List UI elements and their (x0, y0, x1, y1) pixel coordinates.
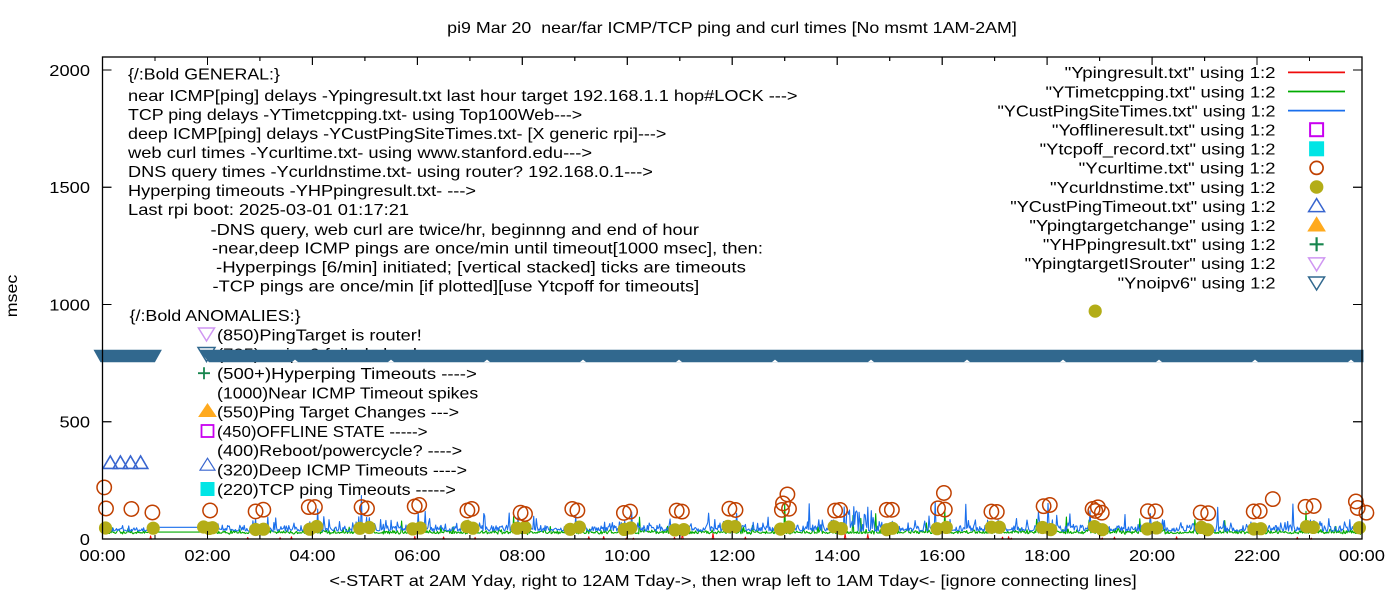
svg-text:14:00: 14:00 (814, 548, 860, 565)
svg-text:(220)TCP ping Timeouts ----->: (220)TCP ping Timeouts -----> (217, 482, 456, 499)
svg-text:"YTimetcpping.txt" using 1:2: "YTimetcpping.txt" using 1:2 (1046, 84, 1276, 101)
svg-text:"YCustPingSiteTimes.txt" using: "YCustPingSiteTimes.txt" using 1:2 (998, 103, 1276, 120)
svg-text:"Ytcpoff_record.txt" using 1:2: "Ytcpoff_record.txt" using 1:2 (1040, 142, 1276, 159)
svg-text:"Ycurldnstime.txt" using 1:2: "Ycurldnstime.txt" using 1:2 (1050, 180, 1276, 197)
svg-text:02:00: 02:00 (184, 548, 230, 565)
svg-text:12:00: 12:00 (709, 548, 755, 565)
svg-text:1000: 1000 (49, 297, 90, 314)
svg-text:16:00: 16:00 (919, 548, 965, 565)
svg-text:web curl times -Ycurltime.txt-: web curl times -Ycurltime.txt- using www… (127, 145, 592, 162)
svg-text:20:00: 20:00 (1129, 548, 1175, 565)
svg-text:22:00: 22:00 (1234, 548, 1280, 565)
svg-text:1500: 1500 (49, 180, 90, 197)
svg-text:TCP ping delays -YTimetcpping.: TCP ping delays -YTimetcpping.txt- using… (128, 107, 582, 124)
svg-text:"Ypingresult.txt" using 1:2: "Ypingresult.txt" using 1:2 (1065, 65, 1276, 82)
svg-text:06:00: 06:00 (394, 548, 440, 565)
svg-text:500: 500 (60, 415, 91, 432)
svg-text:-TCP pings are once/min [if pl: -TCP pings are once/min [if plotted][use… (213, 278, 700, 295)
svg-text:DNS query times -Ycurldnstime.: DNS query times -Ycurldnstime.txt- using… (128, 164, 653, 181)
svg-text:18:00: 18:00 (1024, 548, 1070, 565)
svg-text:08:00: 08:00 (499, 548, 545, 565)
svg-text:"Ynoipv6" using 1:2: "Ynoipv6" using 1:2 (1118, 275, 1276, 292)
svg-text:04:00: 04:00 (289, 548, 335, 565)
svg-text:(850)PingTarget is router!: (850)PingTarget is router! (217, 327, 422, 344)
svg-text:(320)Deep ICMP Timeouts ---->: (320)Deep ICMP Timeouts ----> (217, 463, 467, 480)
svg-text:(400)Reboot/powercycle? ---->: (400)Reboot/powercycle? ----> (217, 443, 462, 460)
svg-text:-DNS query, web curl are twice: -DNS query, web curl are twice/hr, begin… (211, 222, 700, 239)
svg-text:10:00: 10:00 (604, 548, 650, 565)
svg-text:Hyperping timeouts -YHPpingres: Hyperping timeouts -YHPpingresult.txt- -… (128, 183, 476, 200)
svg-text:"Yofflineresult.txt" using 1:2: "Yofflineresult.txt" using 1:2 (1052, 123, 1276, 140)
svg-text:2000: 2000 (49, 63, 90, 80)
svg-text:(450)OFFLINE STATE ----->: (450)OFFLINE STATE -----> (217, 424, 428, 441)
svg-text:"YCustPingTimeout.txt" using 1: "YCustPingTimeout.txt" using 1:2 (1010, 199, 1275, 216)
svg-text:(550)Ping Target Changes --->: (550)Ping Target Changes ---> (217, 405, 459, 422)
svg-text:deep ICMP[ping] delays -YCustP: deep ICMP[ping] delays -YCustPingSiteTim… (128, 126, 666, 143)
svg-text:(1000)Near ICMP Timeout spikes: (1000)Near ICMP Timeout spikes (217, 385, 478, 402)
svg-text:-Hyperpings [6/min] initiated;: -Hyperpings [6/min] initiated; [vertical… (216, 259, 746, 276)
svg-text:<-START at 2AM Yday, right to: <-START at 2AM Yday, right to 12AM Tday-… (329, 573, 1136, 590)
svg-text:(500+)Hyperping Timeouts ---->: (500+)Hyperping Timeouts ----> (217, 366, 477, 383)
svg-text:"Ypingtargetchange" using 1:2: "Ypingtargetchange" using 1:2 (1029, 218, 1275, 235)
svg-text:-near,deep ICMP pings are once: -near,deep ICMP pings are once/min until… (212, 240, 763, 257)
svg-text:"Ycurltime.txt" using 1:2: "Ycurltime.txt" using 1:2 (1079, 161, 1276, 178)
svg-text:"YHPpingresult.txt" using 1:2: "YHPpingresult.txt" using 1:2 (1043, 237, 1276, 254)
svg-text:"YpingtargetISrouter" using 1:: "YpingtargetISrouter" using 1:2 (1025, 256, 1276, 273)
svg-text:pi9 Mar 20 near/far ICMP/TCP: pi9 Mar 20 near/far ICMP/TCP ping and cu… (447, 20, 1017, 37)
svg-text:{/:Bold ANOMALIES:}: {/:Bold ANOMALIES:} (130, 308, 302, 325)
svg-text:{/:Bold GENERAL:}: {/:Bold GENERAL:} (128, 66, 281, 83)
svg-text:0: 0 (80, 532, 90, 549)
svg-text:Last rpi boot: 2025-03-01 01:1: Last rpi boot: 2025-03-01 01:17:21 (128, 202, 409, 219)
svg-text:00:00: 00:00 (79, 548, 125, 565)
svg-text:near ICMP[ping] delays -Ypingr: near ICMP[ping] delays -Ypingresult.txt … (128, 88, 798, 105)
svg-text:00:00: 00:00 (1339, 548, 1385, 565)
svg-text:msec: msec (4, 275, 21, 318)
